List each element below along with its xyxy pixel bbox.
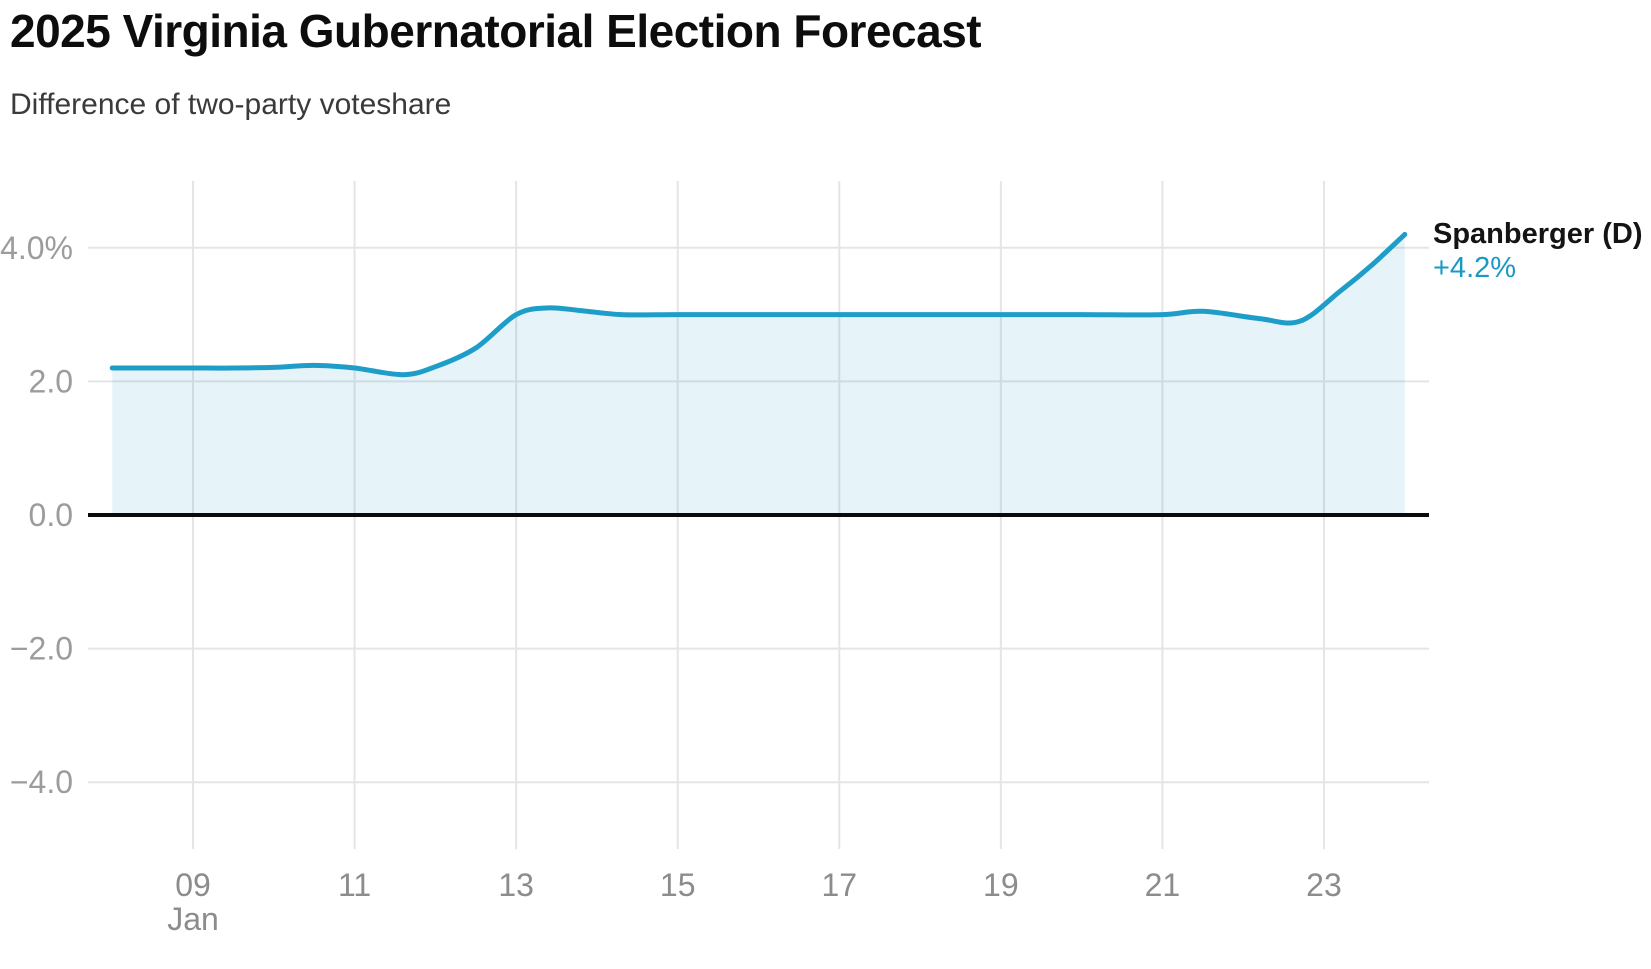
x-tick-label: 11 (338, 867, 371, 903)
y-tick-labels: 4.0% 2.0 0.0 −2.0 −4.0 (0, 230, 73, 800)
candidate-value-label: +4.2% (1433, 252, 1517, 284)
x-tick-label: 09 (175, 867, 211, 903)
page-title: 2025 Virginia Gubernatorial Election For… (10, 5, 982, 57)
y-tick-label: 4.0% (0, 230, 73, 266)
x-tick-label: 23 (1306, 867, 1342, 903)
page-subtitle: Difference of two-party voteshare (10, 88, 452, 121)
area-fill (112, 234, 1405, 515)
x-tick-label: 15 (660, 867, 696, 903)
month-label: Jan (167, 901, 219, 937)
y-tick-label: 0.0 (29, 497, 73, 533)
x-tick-label: 13 (498, 867, 534, 903)
x-tick-label: 21 (1145, 867, 1181, 903)
forecast-line (109, 231, 1408, 378)
x-tick-label: 17 (821, 867, 857, 903)
y-tick-label: −4.0 (10, 764, 73, 800)
y-tick-label: 2.0 (29, 363, 73, 399)
y-tick-label: −2.0 (10, 631, 73, 667)
series-end-label: Spanberger (D) +4.2% (1433, 217, 1642, 285)
x-tick-labels: 09 11 13 15 17 19 21 23 (175, 867, 1342, 903)
y-gridlines (88, 246, 1429, 784)
x-tick-label: 19 (983, 867, 1019, 903)
candidate-name-label: Spanberger (D) (1433, 218, 1643, 250)
